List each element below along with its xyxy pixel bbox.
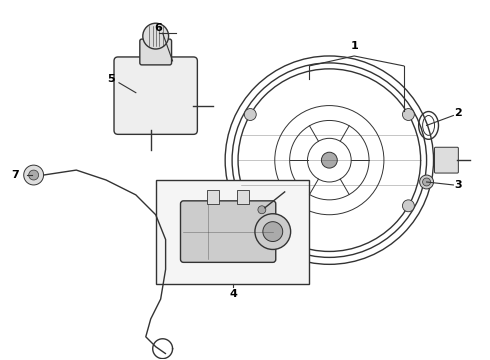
Circle shape <box>321 152 337 168</box>
Circle shape <box>419 175 434 189</box>
FancyBboxPatch shape <box>140 39 171 65</box>
Text: 3: 3 <box>455 180 462 190</box>
Bar <box>237 190 249 204</box>
Circle shape <box>24 165 44 185</box>
Circle shape <box>143 23 169 49</box>
Circle shape <box>245 200 256 212</box>
Circle shape <box>258 206 266 214</box>
FancyBboxPatch shape <box>435 147 458 173</box>
Bar <box>156 180 310 284</box>
Text: 2: 2 <box>454 108 462 117</box>
FancyBboxPatch shape <box>180 201 276 262</box>
Circle shape <box>29 170 39 180</box>
Circle shape <box>402 109 415 121</box>
Text: 5: 5 <box>107 74 115 84</box>
Circle shape <box>255 214 291 249</box>
Text: 6: 6 <box>155 23 163 33</box>
Circle shape <box>402 200 415 212</box>
FancyBboxPatch shape <box>114 57 197 134</box>
Circle shape <box>263 222 283 242</box>
Text: 7: 7 <box>11 170 19 180</box>
Bar <box>207 190 219 204</box>
Circle shape <box>422 178 431 186</box>
Text: 1: 1 <box>350 41 358 51</box>
Circle shape <box>245 109 256 121</box>
Text: 4: 4 <box>229 289 237 299</box>
